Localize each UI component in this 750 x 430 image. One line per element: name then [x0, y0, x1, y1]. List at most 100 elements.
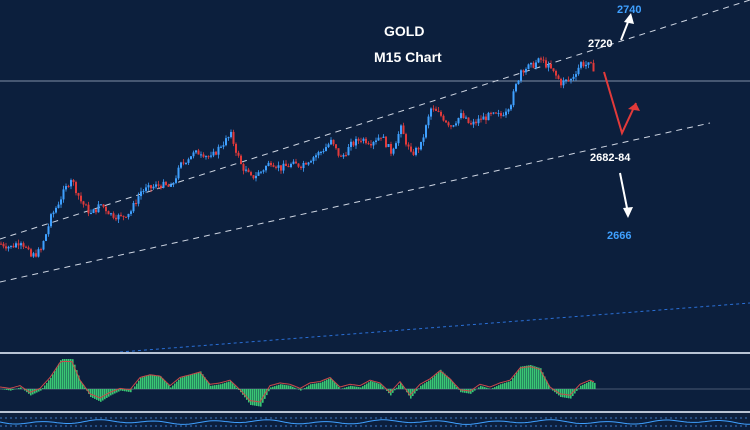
oscillator-bar [94, 389, 96, 399]
oscillator-bar [514, 375, 516, 389]
oscillator-bar [66, 359, 68, 389]
oscillator-bar [46, 382, 48, 389]
candle-body [302, 162, 305, 169]
oscillator-bar [500, 384, 502, 389]
oscillator-bar [50, 377, 52, 389]
candle-body [122, 215, 125, 217]
oscillator-bar [418, 388, 420, 389]
oscillator-bar [486, 387, 488, 389]
candle-body [142, 190, 145, 192]
oscillator-bar [472, 389, 474, 393]
candle-body [410, 146, 412, 152]
oscillator-bar [510, 381, 512, 389]
candle-body [492, 112, 495, 114]
oscillator-bar [246, 389, 248, 400]
candle-body [65, 186, 67, 190]
oscillator-bar [200, 371, 202, 389]
oscillator-bar [588, 381, 590, 389]
oscillator-bar [238, 389, 240, 390]
candle-body [587, 62, 590, 65]
oscillator-bar [242, 389, 244, 395]
oscillator-bar [72, 359, 74, 389]
oscillator-bar [330, 377, 332, 389]
candle-body [127, 213, 130, 218]
oscillator-bar [584, 383, 586, 389]
candle-body [20, 243, 22, 246]
oscillator-bar [402, 385, 404, 389]
candle-body [125, 216, 127, 218]
oscillator-bar [262, 389, 264, 403]
oscillator-bar [232, 383, 234, 389]
oscillator-bar [148, 375, 150, 389]
oscillator-bar [38, 389, 40, 392]
oscillator-bar [58, 363, 60, 389]
oscillator-bar [116, 389, 118, 393]
candle-body [510, 105, 512, 110]
candle-body [92, 209, 95, 213]
candle-body [337, 148, 340, 156]
candle-body [12, 245, 15, 248]
oscillator-bar [316, 383, 318, 389]
oscillator-bar [538, 367, 540, 389]
candle-body [210, 155, 212, 157]
candle-body [95, 209, 97, 213]
oscillator-bar [322, 381, 324, 389]
projection-arrows [603, 13, 640, 218]
candle-body [500, 113, 502, 116]
candle-body [117, 214, 120, 220]
oscillator-bar [362, 386, 364, 389]
oscillator-bar [126, 389, 128, 392]
candle-body [402, 125, 405, 135]
candle-body [590, 62, 592, 64]
oscillator-bar [118, 389, 120, 392]
oscillator-bar [374, 382, 376, 389]
oscillator-bar [568, 389, 570, 399]
candle-body [32, 253, 35, 257]
oscillator-bar [4, 389, 6, 390]
candle-body [250, 172, 252, 176]
oscillator-bar [444, 373, 446, 389]
oscillator-bar [292, 386, 294, 389]
oscillator-bar [564, 389, 566, 398]
oscillator-bar [20, 387, 22, 389]
candle-body [247, 169, 250, 173]
candle-body [260, 171, 262, 173]
oscillator-bar [522, 366, 524, 389]
oscillator-bar [586, 382, 588, 389]
oscillator-bar [284, 384, 286, 389]
oscillator-bar [436, 373, 438, 389]
candle-body [375, 140, 377, 143]
candle-body [565, 79, 567, 81]
oscillator-bar [318, 382, 320, 389]
oscillator-bar [314, 383, 316, 389]
oscillator-bar [178, 379, 180, 389]
oscillator-bar [12, 389, 14, 390]
oscillator-bar [80, 381, 82, 389]
oscillator-bar [162, 378, 164, 389]
candle-body [205, 156, 207, 158]
oscillator-bar [566, 389, 568, 398]
candle-body [180, 162, 182, 168]
candle-body [385, 136, 387, 147]
oscillator-bar [356, 386, 358, 389]
oscillator-bar [576, 389, 578, 391]
oscillator-bar [342, 388, 344, 389]
oscillator-bar [518, 369, 520, 389]
candle-body [342, 155, 345, 157]
candle-body [2, 243, 5, 247]
oscillator-bar [578, 388, 580, 389]
oscillator-bar [434, 375, 436, 389]
candle-body [485, 116, 487, 121]
candle-body [60, 199, 62, 205]
candle-body [107, 211, 110, 215]
candle-body [395, 143, 397, 149]
lower-target-label: 2666 [607, 230, 631, 242]
candle-body [0, 243, 2, 245]
candle-body [35, 253, 37, 257]
oscillator-bar [416, 389, 418, 391]
candle-body [202, 154, 205, 157]
oscillator-bar [592, 381, 594, 389]
oscillator-bar [124, 389, 126, 392]
oscillator-bar [496, 386, 498, 389]
candle-body [335, 144, 337, 149]
